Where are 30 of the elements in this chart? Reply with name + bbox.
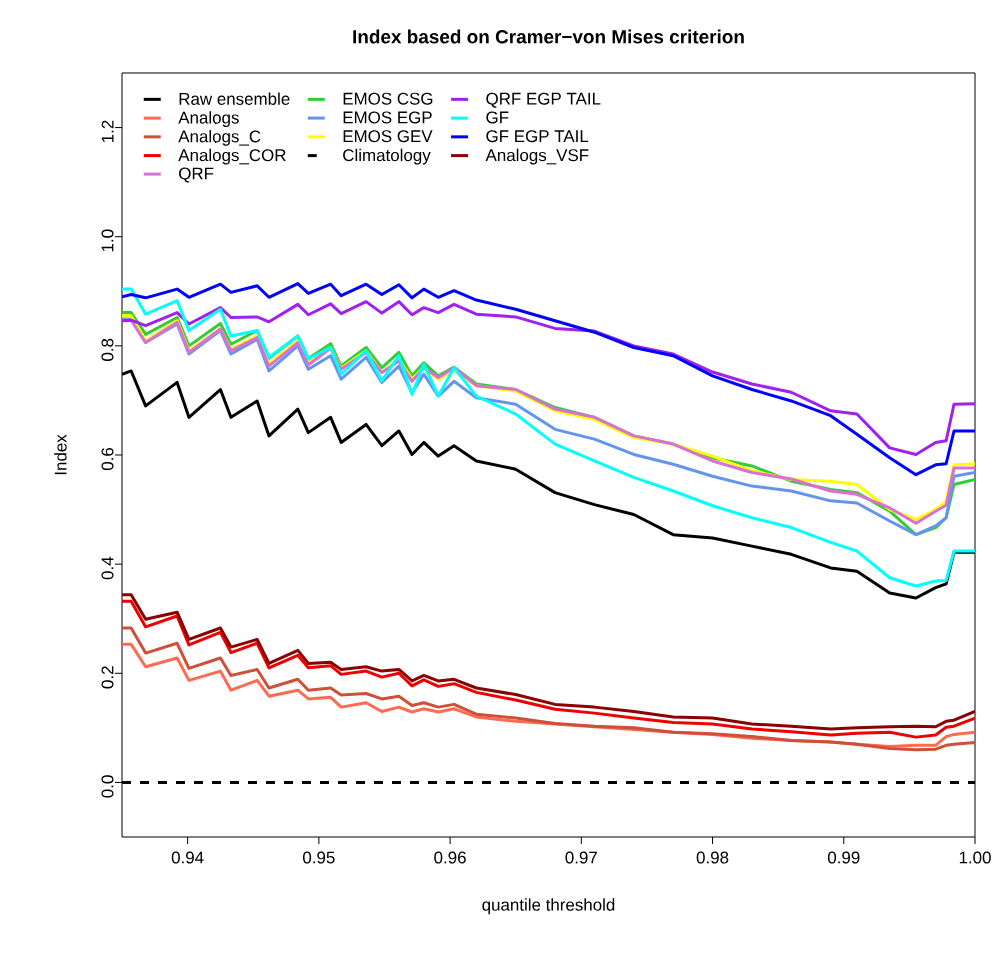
legend-label: Raw ensemble — [179, 92, 290, 105]
x-tick-label: 0.98 — [696, 851, 729, 864]
legend-label: GF EGP TAIL — [486, 130, 589, 143]
y-tick-label: 0.4 — [101, 556, 114, 580]
x-tick-label: 1.00 — [959, 851, 991, 864]
y-tick-label: 0.6 — [101, 447, 114, 471]
legend-label: Analogs — [178, 111, 239, 127]
x-tick-label: 0.94 — [171, 851, 204, 864]
y-tick-label: 0.2 — [101, 666, 114, 689]
chart-title: Index based on Cramer−von Mises criterion — [353, 29, 744, 44]
y-axis-title: Index — [54, 434, 67, 475]
x-axis-title: quantile threshold — [482, 898, 615, 915]
y-tick-label: 1.0 — [101, 229, 114, 252]
legend-label: EMOS EGP — [343, 111, 432, 124]
x-tick-label: 0.97 — [565, 851, 597, 864]
legend-label: EMOS CSG — [343, 92, 433, 105]
y-tick-label: 0.8 — [101, 338, 114, 361]
x-tick-label: 0.96 — [434, 851, 466, 864]
x-tick-label: 0.95 — [303, 851, 335, 864]
legend-label: Analogs_COR — [178, 148, 286, 165]
legend-label: QRF — [179, 167, 214, 183]
y-tick-label: 1.2 — [101, 120, 114, 143]
legend-label: EMOS GEV — [343, 130, 433, 143]
x-tick-label: 0.99 — [827, 851, 860, 864]
legend-label: Analogs_C — [178, 129, 261, 146]
legend-label: Climatology — [343, 148, 431, 165]
legend-label: Analogs_VSF — [485, 148, 589, 165]
legend-label: GF — [486, 111, 509, 124]
y-tick-label: 0.0 — [101, 775, 114, 798]
legend-label: QRF EGP TAIL — [486, 92, 601, 108]
